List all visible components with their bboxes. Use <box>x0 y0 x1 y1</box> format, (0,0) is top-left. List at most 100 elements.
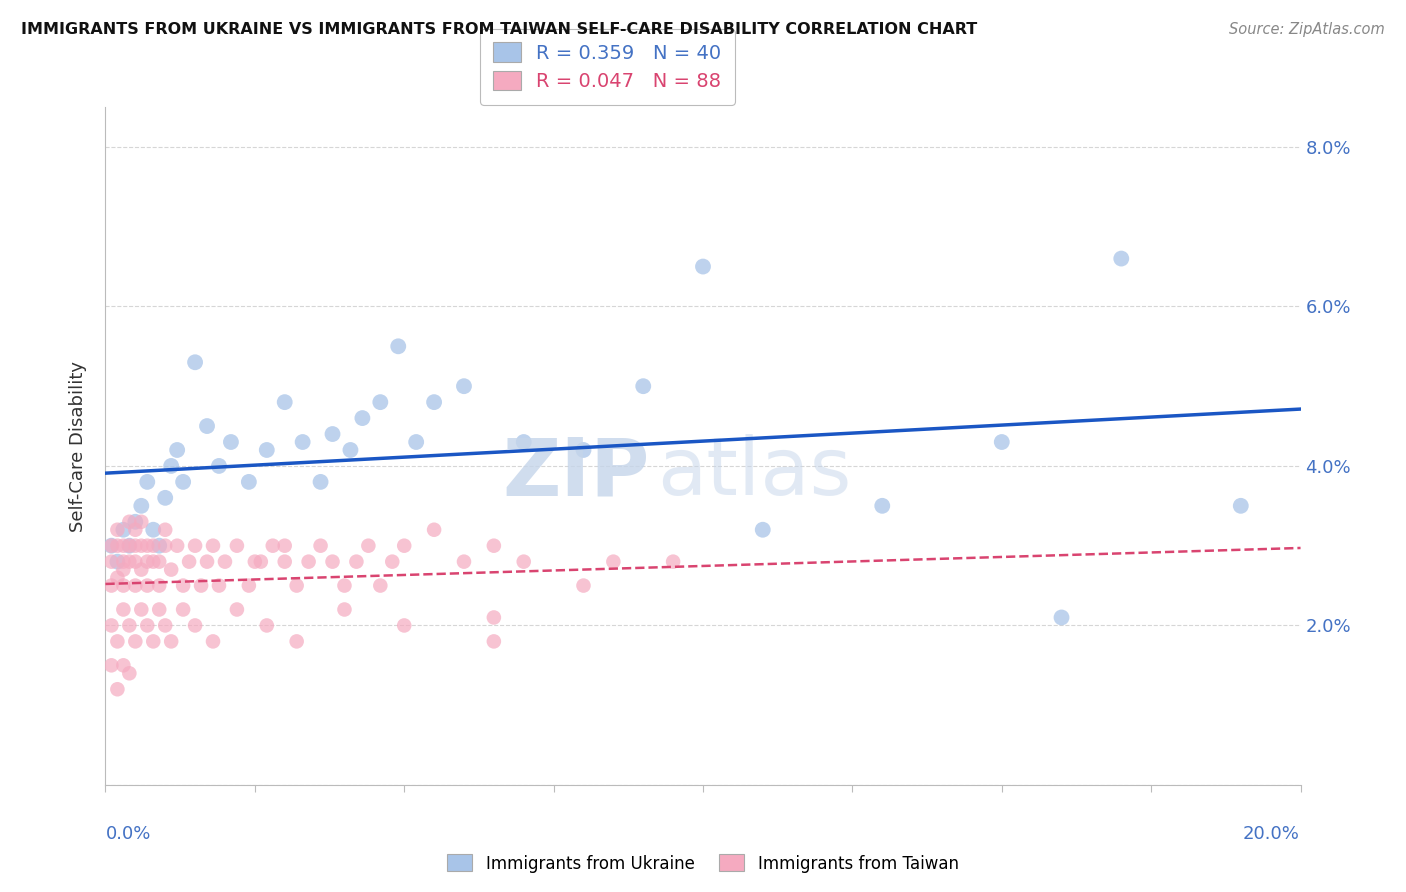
Point <box>118 515 141 529</box>
Point <box>273 395 295 409</box>
Point <box>423 395 446 409</box>
Point <box>321 427 344 442</box>
Point <box>387 339 409 353</box>
Point <box>124 515 146 529</box>
Point <box>124 555 146 569</box>
Point <box>285 578 308 592</box>
Point <box>394 618 416 632</box>
Point <box>148 602 170 616</box>
Point <box>298 555 321 569</box>
Point <box>219 435 242 450</box>
Point <box>243 555 266 569</box>
Point <box>602 555 624 569</box>
Point <box>184 539 207 553</box>
Point <box>118 555 141 569</box>
Point <box>990 435 1012 450</box>
Point <box>112 539 135 553</box>
Point <box>262 539 284 553</box>
Point <box>118 618 141 632</box>
Point <box>513 435 536 450</box>
Point <box>208 578 231 592</box>
Point <box>352 411 374 425</box>
Point <box>136 578 159 592</box>
Point <box>100 618 122 632</box>
Point <box>513 555 536 569</box>
Point <box>172 578 194 592</box>
Point <box>202 634 225 648</box>
Point <box>124 523 146 537</box>
Point <box>142 634 165 648</box>
Point <box>155 491 177 505</box>
Point <box>190 578 212 592</box>
Point <box>100 658 122 673</box>
Point <box>172 602 194 616</box>
Text: 0.0%: 0.0% <box>105 825 150 843</box>
Point <box>256 442 278 457</box>
Point <box>112 602 135 616</box>
Point <box>160 634 183 648</box>
Point <box>155 523 177 537</box>
Point <box>250 555 273 569</box>
Legend: R = 0.359   N = 40, R = 0.047   N = 88: R = 0.359 N = 40, R = 0.047 N = 88 <box>479 29 735 104</box>
Point <box>112 523 135 537</box>
Point <box>309 539 332 553</box>
Point <box>692 260 714 274</box>
Point <box>482 539 505 553</box>
Point <box>572 578 595 592</box>
Y-axis label: Self-Care Disability: Self-Care Disability <box>69 360 87 532</box>
Point <box>107 571 129 585</box>
Point <box>166 442 188 457</box>
Point <box>357 539 380 553</box>
Point <box>129 602 153 616</box>
Point <box>148 578 170 592</box>
Point <box>195 555 218 569</box>
Point <box>107 682 129 697</box>
Point <box>112 555 135 569</box>
Point <box>291 435 314 450</box>
Point <box>238 578 260 592</box>
Point <box>662 555 685 569</box>
Point <box>482 634 505 648</box>
Point <box>256 618 278 632</box>
Point <box>333 602 356 616</box>
Point <box>148 539 170 553</box>
Point <box>1111 252 1133 266</box>
Point <box>107 539 129 553</box>
Point <box>346 555 368 569</box>
Point <box>394 539 416 553</box>
Point <box>195 419 218 434</box>
Point <box>572 442 595 457</box>
Point <box>107 555 129 569</box>
Point <box>633 379 655 393</box>
Point <box>118 539 141 553</box>
Point <box>453 555 475 569</box>
Point <box>184 355 207 369</box>
Text: IMMIGRANTS FROM UKRAINE VS IMMIGRANTS FROM TAIWAN SELF-CARE DISABILITY CORRELATI: IMMIGRANTS FROM UKRAINE VS IMMIGRANTS FR… <box>21 22 977 37</box>
Point <box>1229 499 1253 513</box>
Point <box>112 578 135 592</box>
Point <box>872 499 894 513</box>
Point <box>238 475 260 489</box>
Point <box>423 523 446 537</box>
Point <box>129 515 153 529</box>
Point <box>214 555 236 569</box>
Point <box>124 539 146 553</box>
Point <box>285 634 308 648</box>
Point <box>100 578 122 592</box>
Point <box>1050 610 1073 624</box>
Point <box>202 539 225 553</box>
Point <box>124 634 146 648</box>
Point <box>751 523 773 537</box>
Point <box>118 539 141 553</box>
Text: 20.0%: 20.0% <box>1243 825 1299 843</box>
Point <box>118 666 141 681</box>
Point <box>124 578 146 592</box>
Point <box>155 539 177 553</box>
Point <box>339 442 361 457</box>
Point <box>129 499 153 513</box>
Point <box>160 563 183 577</box>
Point <box>321 555 344 569</box>
Point <box>100 539 122 553</box>
Point <box>453 379 475 393</box>
Point <box>155 618 177 632</box>
